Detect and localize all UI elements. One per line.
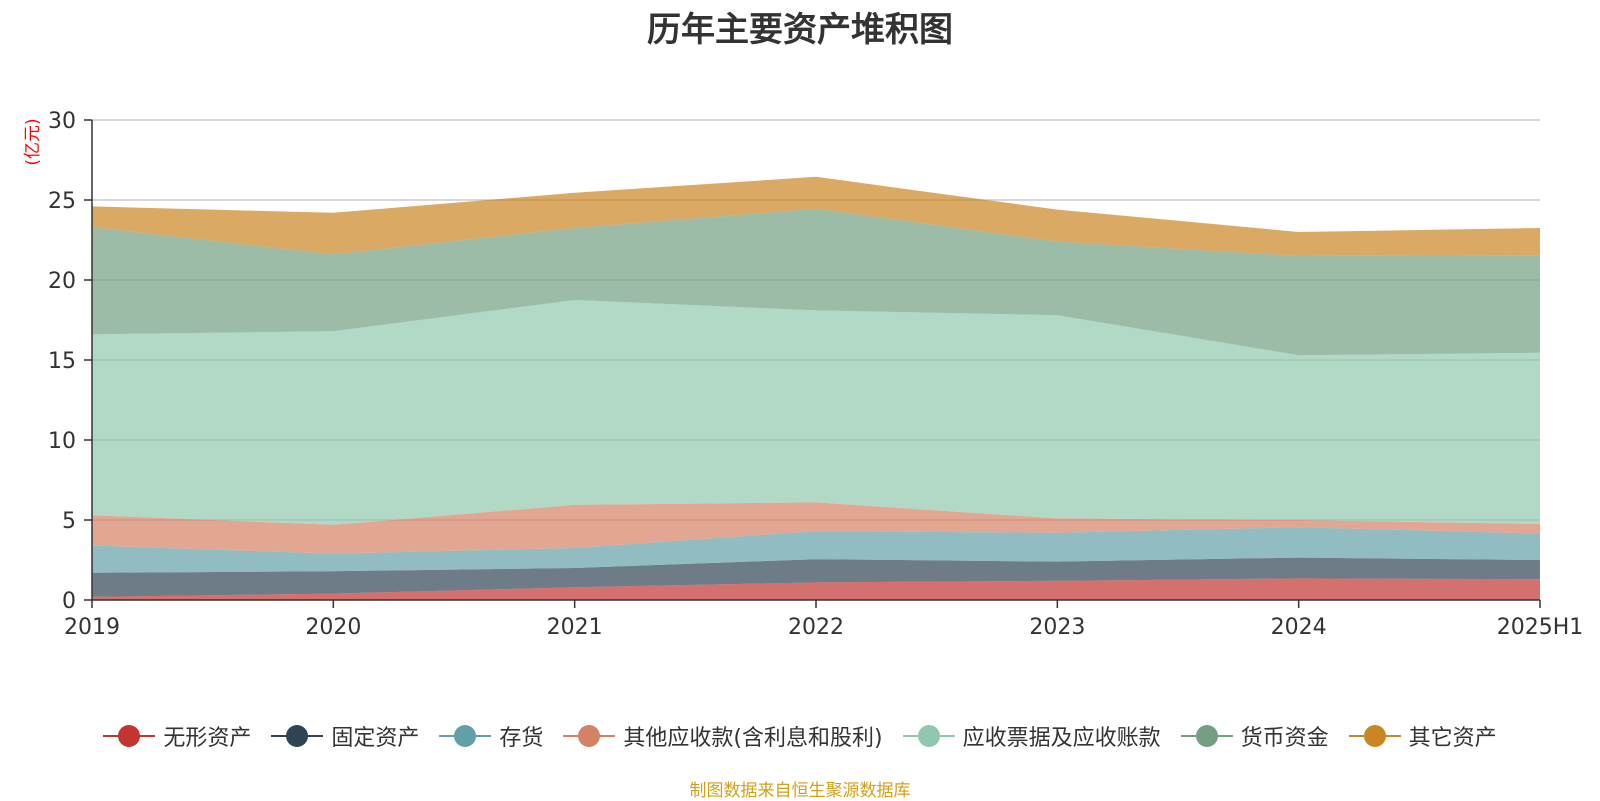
area-series-0 — [92, 578, 1540, 600]
legend-marker-icon — [902, 724, 955, 748]
source-note: 制图数据来自恒生聚源数据库 — [689, 781, 911, 801]
legend-marker-icon — [103, 724, 156, 748]
legend-label: 其他应收款(含利息和股利) — [623, 726, 883, 751]
legend-label: 其它资产 — [1408, 726, 1497, 751]
legend-marker-icon — [271, 724, 324, 748]
x-tick-label: 2019 — [64, 615, 120, 640]
legend-item-4[interactable]: 应收票据及应收账款 — [902, 720, 1161, 752]
y-tick-label: 30 — [48, 109, 76, 134]
legend-marker-icon — [1348, 724, 1401, 748]
area-series-4 — [92, 300, 1540, 525]
y-tick-label: 25 — [48, 189, 76, 214]
legend-label: 应收票据及应收账款 — [962, 726, 1161, 751]
legend-label: 无形资产 — [163, 726, 252, 751]
legend-item-3[interactable]: 其他应收款(含利息和股利) — [563, 720, 883, 752]
axes: 0 5 10 15 20 25 30 2019 2020 2021 2022 2023 2024 2025… — [48, 109, 1583, 640]
legend: 无形资产 固定资产 存货 其他应收款(含利息和股利) 应收票据及应收账款 货币资金 其它资产 — [0, 718, 1600, 754]
area-series-5 — [92, 208, 1540, 356]
area-series-6 — [92, 176, 1540, 256]
area-series-3 — [92, 502, 1540, 554]
legend-item-2[interactable]: 存货 — [439, 720, 543, 752]
y-axis-label: (亿元) — [23, 118, 43, 165]
y-tick-label: 0 — [62, 589, 76, 614]
legend-item-1[interactable]: 固定资产 — [271, 720, 419, 752]
chart-title: 历年主要资产堆积图 — [647, 10, 953, 50]
legend-item-6[interactable]: 其它资产 — [1348, 720, 1497, 752]
x-tick-label: 2025H1 — [1497, 615, 1584, 640]
legend-label: 货币资金 — [1240, 726, 1329, 751]
legend-label: 存货 — [499, 726, 544, 751]
legend-item-5[interactable]: 货币资金 — [1180, 720, 1329, 752]
legend-marker-icon — [1180, 724, 1233, 748]
area-series-1 — [92, 557, 1540, 597]
area-series-2 — [92, 527, 1540, 573]
legend-marker-icon — [563, 724, 616, 748]
x-tick-label: 2024 — [1271, 615, 1327, 640]
y-tick-label: 10 — [48, 429, 76, 454]
x-tick-label: 2022 — [788, 615, 844, 640]
x-tick-label: 2023 — [1029, 615, 1085, 640]
legend-item-0[interactable]: 无形资产 — [103, 720, 251, 752]
x-tick-label: 2021 — [547, 615, 603, 640]
y-tick-label: 20 — [48, 269, 76, 294]
y-tick-label: 15 — [48, 349, 76, 374]
y-tick-label: 5 — [62, 509, 76, 534]
area-series — [92, 176, 1540, 600]
legend-label: 固定资产 — [331, 726, 420, 751]
legend-marker-icon — [439, 724, 492, 748]
x-tick-label: 2020 — [305, 615, 361, 640]
